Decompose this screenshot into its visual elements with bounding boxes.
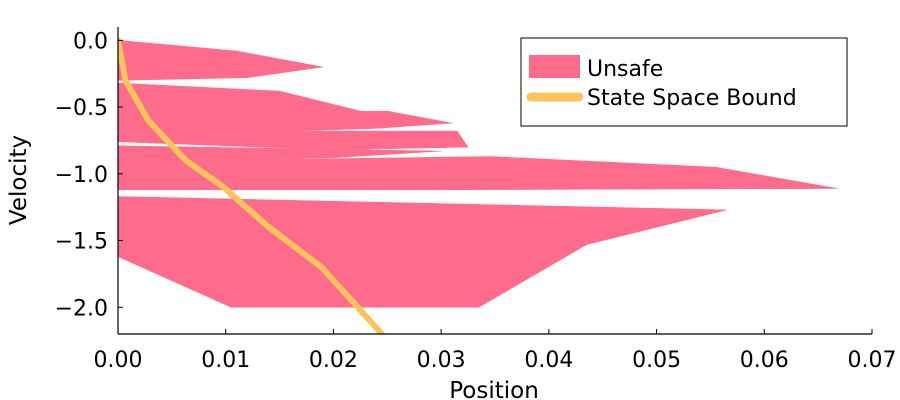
legend-box bbox=[520, 37, 848, 127]
unsafe-region-6 bbox=[117, 156, 838, 191]
unsafe-regions bbox=[117, 40, 838, 308]
legend-label-state-space-bound: State Space Bound bbox=[587, 86, 797, 111]
plot-area bbox=[117, 37, 838, 334]
y-tick-label: −2.0 bbox=[55, 296, 108, 321]
x-tick-label: 0.06 bbox=[740, 348, 789, 373]
axes: 0.00 0.01 0.02 0.03 0.04 0.05 0.06 0.07 0.0 −0.5… bbox=[6, 27, 896, 400]
x-tick-label: 0.07 bbox=[848, 348, 897, 373]
x-tick-label: 0.01 bbox=[201, 348, 250, 373]
unsafe-region-1 bbox=[117, 40, 323, 81]
x-tick-label: 0.05 bbox=[632, 348, 681, 373]
y-tick-label: −1.5 bbox=[55, 230, 108, 255]
y-axis-title: Velocity bbox=[6, 135, 32, 225]
unsafe-region-7 bbox=[117, 196, 727, 308]
x-tick-label: 0.02 bbox=[309, 348, 358, 373]
x-tick-label: 0.03 bbox=[417, 348, 466, 373]
legend-label-unsafe: Unsafe bbox=[587, 57, 663, 82]
x-tick-label: 0.04 bbox=[524, 348, 573, 373]
y-ticks: 0.0 −0.5 −1.0 −1.5 −2.0 bbox=[55, 29, 123, 321]
legend-swatch-unsafe bbox=[529, 55, 580, 78]
y-tick-label: −0.5 bbox=[55, 96, 108, 121]
state-space-bound-line bbox=[118, 37, 385, 334]
y-tick-label: 0.0 bbox=[73, 29, 108, 54]
x-ticks: 0.00 0.01 0.02 0.03 0.04 0.05 0.06 0.07 bbox=[94, 329, 897, 373]
x-axis-title: Position bbox=[449, 378, 539, 400]
legend: Unsafe State Space Bound bbox=[520, 37, 848, 127]
y-tick-label: −1.0 bbox=[55, 163, 108, 188]
state-space-bound-series bbox=[118, 37, 385, 334]
x-tick-label: 0.00 bbox=[94, 348, 143, 373]
